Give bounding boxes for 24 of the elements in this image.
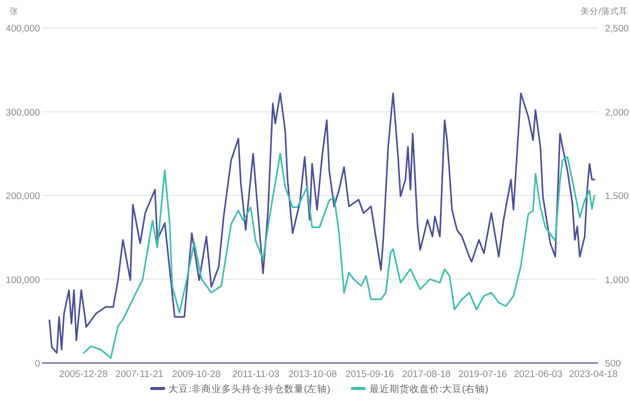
legend-label: 最近期货收盘价:大豆(右轴) — [369, 383, 488, 395]
y-tick-label: 400,000 — [6, 24, 40, 34]
y-tick-label: 100,000 — [6, 274, 40, 286]
x-tick-label: 2019-07-16 — [458, 369, 507, 380]
y2-tick-label: 500 — [605, 358, 621, 370]
y2-tick-label: 2,000 — [605, 107, 629, 118]
y-axis-title: 张 — [10, 6, 18, 16]
y2-tick-label: 1,000 — [605, 274, 629, 286]
y-tick-label: 200,000 — [6, 191, 40, 202]
legend-label: 大豆:非商业多头持仓:持仓数量(左轴) — [168, 383, 330, 395]
y2-axis-title: 美分/蒲式耳 — [580, 6, 628, 16]
y-tick-label: 300,000 — [6, 107, 40, 118]
x-tick-label: 2017-08-18 — [402, 369, 451, 380]
x-tick-label: 2011-11-03 — [232, 369, 280, 380]
x-tick-label: 2005-12-28 — [59, 369, 108, 380]
x-tick-label: 2013-10-08 — [288, 369, 337, 380]
x-tick-label: 2023-04-18 — [569, 369, 618, 380]
x-tick-label: 2021-06-03 — [514, 369, 562, 380]
y2-tick-label: 2,500 — [605, 24, 629, 34]
y-tick-label: 0 — [34, 358, 40, 370]
y2-tick-label: 1,500 — [605, 191, 629, 202]
x-tick-label: 2007-11-21 — [115, 369, 164, 380]
x-tick-label: 2015-09-16 — [345, 369, 394, 380]
x-tick-label: 2009-10-28 — [172, 369, 221, 380]
